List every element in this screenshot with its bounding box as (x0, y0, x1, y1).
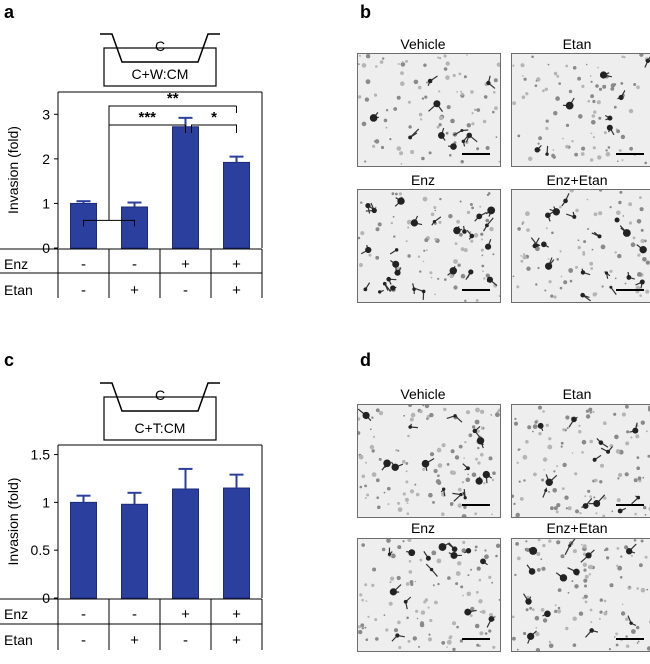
micrograph-d-vehicle (357, 404, 501, 518)
schematic-medium-label: C+T:CM (135, 420, 186, 436)
micrograph-d-enz (357, 538, 501, 652)
micrograph-title-d-4: Enz+Etan (546, 520, 608, 536)
condition-sign: + (232, 632, 241, 649)
bar-vehicle (70, 501, 97, 599)
significance-label: *** (138, 109, 156, 126)
panel-label-b: b (360, 2, 371, 22)
micrograph-title-b-4: Enz+Etan (546, 172, 608, 188)
micrograph-texture (358, 539, 500, 651)
micrograph-title-d-3: Enz (410, 520, 436, 536)
chart-a-invasion: 0 1 2 3 Invasion (fold) Enz - - + + Etan - + - + C C+W:C… (0, 33, 263, 299)
y-tick-label: 1 (42, 195, 50, 211)
y-tick-label: 1.5 (31, 447, 51, 463)
micrograph-title-d-1: Vehicle (400, 386, 446, 402)
condition-sign: + (130, 282, 139, 299)
condition-sign: + (181, 256, 190, 273)
condition-label-enz: Enz (4, 256, 28, 272)
significance-label: ** (167, 90, 179, 107)
condition-sign: - (183, 282, 188, 299)
y-tick-label: 1 (42, 494, 50, 510)
micrograph-title-d-2: Etan (562, 386, 592, 402)
chart-c-invasion: 0 0.5 1 1.5 Invasion (fold) Enz - - + + Etan - + - + C C… (0, 382, 263, 650)
bar-enz (172, 488, 199, 599)
micrograph-title-b-2: Etan (562, 36, 592, 52)
bar-etan (121, 206, 148, 249)
micrograph-b-enz-etan (511, 189, 650, 303)
significance-label: * (211, 109, 217, 126)
schematic-medium-label: C+W:CM (132, 66, 189, 82)
bar-enz-etan (223, 487, 250, 599)
y-tick-label: 0 (42, 590, 50, 606)
condition-sign: + (232, 282, 241, 299)
transwell-insert (100, 33, 220, 63)
schematic-chamber-label: C (155, 38, 165, 54)
condition-sign: - (132, 256, 137, 273)
micrograph-texture (358, 405, 500, 517)
condition-label-enz: Enz (4, 606, 28, 622)
y-tick-label: 0 (42, 240, 50, 256)
transwell-insert (100, 382, 220, 412)
condition-sign: + (232, 256, 241, 273)
micrograph-texture (512, 539, 650, 651)
condition-sign: + (232, 606, 241, 623)
transwell-well (103, 396, 217, 441)
y-tick-label: 0.5 (31, 542, 51, 558)
condition-sign: + (130, 632, 139, 649)
transwell-well (103, 47, 217, 87)
micrograph-d-etan (511, 404, 650, 518)
condition-sign: - (81, 256, 86, 273)
y-axis-label: Invasion (fold) (5, 126, 21, 214)
micrograph-texture (512, 190, 650, 302)
micrograph-texture (512, 54, 650, 165)
micrograph-b-enz (357, 189, 501, 303)
bar-enz (172, 126, 199, 249)
condition-label-etan: Etan (4, 632, 33, 648)
condition-sign: + (181, 606, 190, 623)
condition-sign: - (81, 282, 86, 299)
bar-etan (121, 503, 148, 599)
panel-label-d: d (360, 350, 371, 370)
significance-bracket (191, 124, 237, 133)
condition-sign: - (183, 632, 188, 649)
micrograph-texture (512, 405, 650, 517)
micrograph-b-etan (511, 53, 650, 167)
panel-label-a: a (4, 2, 15, 22)
panel-label-c: c (4, 350, 14, 370)
condition-label-etan: Etan (4, 282, 33, 298)
bar-enz-etan (223, 161, 250, 249)
micrograph-texture (358, 192, 500, 302)
condition-sign: - (132, 606, 137, 623)
condition-sign: - (81, 606, 86, 623)
significance-group-bracket (83, 219, 135, 227)
y-tick-label: 3 (42, 106, 50, 122)
y-tick-label: 2 (42, 151, 50, 167)
micrograph-title-b-3: Enz (410, 172, 436, 188)
micrograph-texture (358, 54, 500, 165)
condition-sign: - (81, 632, 86, 649)
micrograph-title-b-1: Vehicle (400, 36, 446, 52)
micrograph-d-enz-etan (511, 538, 650, 652)
micrograph-b-vehicle (357, 53, 501, 167)
y-axis-label: Invasion (fold) (5, 478, 21, 566)
schematic-chamber-label: C (155, 387, 165, 403)
